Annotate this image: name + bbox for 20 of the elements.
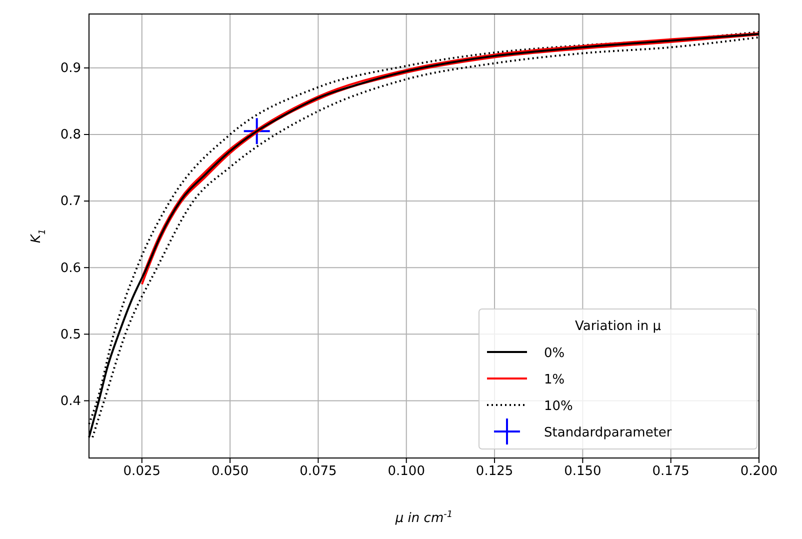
- legend-label: 10%: [544, 399, 573, 414]
- x-tick-label: 0.125: [476, 464, 514, 480]
- x-tick-label: 0.150: [564, 464, 602, 480]
- legend-label: Standardparameter: [544, 426, 672, 440]
- x-tick-label: 0.175: [652, 464, 690, 480]
- x-tick-label: 0.075: [300, 464, 337, 480]
- x-tick-label: 0.050: [211, 464, 249, 480]
- x-tick-label: 0.200: [740, 464, 778, 480]
- y-tick-label: 0.7: [60, 194, 81, 210]
- legend-label: 0%: [544, 346, 565, 361]
- x-tick-label: 0.100: [388, 464, 425, 480]
- y-tick-label: 0.6: [60, 260, 81, 276]
- y-tick-label: 0.4: [60, 394, 81, 409]
- legend-label: 1%: [544, 372, 565, 388]
- x-tick-label: 0.025: [123, 464, 161, 480]
- y-tick-label: 0.9: [60, 61, 81, 76]
- y-tick-label: 0.5: [60, 327, 81, 342]
- y-tick-label: 0.8: [60, 128, 81, 143]
- legend-title: Variation in μ: [574, 319, 662, 334]
- x-axis-title: μ in cm$^{-1}$: [394, 510, 453, 526]
